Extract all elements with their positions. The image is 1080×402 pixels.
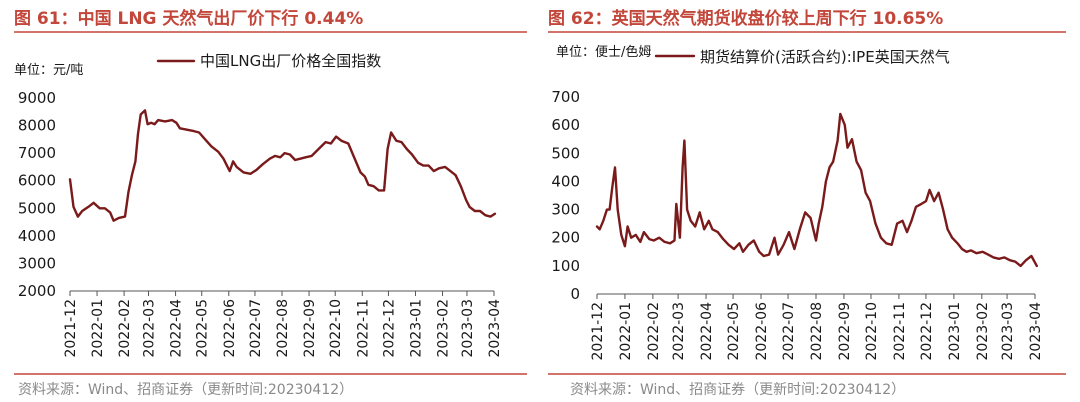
chart-1-y-tick-label: 5000 [18, 199, 56, 217]
chart-2-x-tick-label: 2022-09 [837, 302, 853, 361]
chart-1-x-tick-label: 2022-05 [195, 299, 211, 358]
chart-2-x-tick-label: 2022-06 [754, 302, 770, 361]
chart-1-y-tick-label: 4000 [18, 227, 56, 245]
chart-2-y-tick-label: 100 [551, 257, 580, 275]
chart-2-y-tick-label: 0 [570, 285, 580, 303]
chart-1-source: 资料来源：Wind、招商证券（更新时间:20230412） [18, 382, 353, 398]
chart-1-x-tick-label: 2022-06 [222, 299, 238, 358]
chart-2-x-tick-label: 2022-03 [671, 302, 687, 361]
chart-1-y-tick-label: 9000 [18, 89, 56, 107]
chart-1-x-tick-label: 2023-03 [460, 299, 476, 358]
chart-1-y-tick-label: 8000 [18, 117, 56, 135]
chart-2-y-tick-label: 600 [551, 116, 580, 134]
chart-2-x-tick-label: 2022-08 [809, 302, 825, 361]
chart-1-x-tick-label: 2022-04 [169, 299, 185, 358]
chart-1-legend-label: 中国LNG出厂价格全国指数 [200, 52, 381, 70]
chart-1-x-tick-label: 2023-01 [408, 299, 424, 358]
chart-1-x-tick-label: 2022-08 [275, 299, 291, 358]
chart-1-title: 图 61：中国 LNG 天然气出厂价下行 0.44% [14, 8, 363, 29]
chart-2-x-tick-label: 2023-03 [1000, 302, 1016, 361]
chart-1-plot: 2000 3000 4000 5000 6000 7000 8000 9000 2021-12 2… [18, 89, 503, 358]
chart-1-x-tick-label: 2023-02 [436, 299, 452, 358]
chart-2-y-tick-label: 300 [551, 201, 580, 219]
chart-1-x-tick-label: 2022-09 [302, 299, 318, 358]
chart-1-x-tick-label: 2023-04 [487, 299, 503, 358]
chart-2-x-tick-label: 2021-12 [590, 302, 606, 361]
chart-1-y-tick-label: 3000 [18, 254, 56, 272]
chart-1-y-tick-label: 2000 [18, 282, 56, 300]
chart-2-x-tick-label: 2023-01 [947, 302, 963, 361]
chart-2-x-tick-label: 2022-10 [864, 302, 880, 361]
chart-2-source: 资料来源：Wind、招商证券（更新时间:20230412） [570, 382, 905, 398]
chart-2-x-tick-label: 2022-02 [646, 302, 662, 361]
chart-2-x-tick-label: 2023-04 [1028, 302, 1044, 361]
chart-2-y-tick-label: 200 [551, 229, 580, 247]
chart-2-x-tick-label: 2022-05 [726, 302, 742, 361]
chart-2-x-tick-label: 2022-07 [781, 302, 797, 361]
chart-2-plot: 0 100 200 300 400 500 600 700 2021-12 2022-01 2022… [551, 88, 1044, 361]
chart-2-unit-label: 单位：便士/色姆 [556, 44, 651, 60]
chart-1-x-tick-label: 2022-10 [328, 299, 344, 358]
chart-2-x-tick-label: 2022-01 [618, 302, 634, 361]
chart-2-x-tick-label: 2022-04 [699, 302, 715, 361]
chart-1-unit-label: 单位：元/吨 [14, 63, 83, 78]
chart-2-legend-label: 期货结算价(活跃合约):IPE英国天然气 [700, 48, 950, 66]
chart-2-x-tick-label: 2022-11 [892, 302, 908, 361]
chart-1-x-tick-label: 2022-02 [117, 299, 133, 358]
chart-1-x-tick-label: 2022-11 [355, 299, 371, 358]
chart-2-y-tick-label: 500 [551, 144, 580, 162]
chart-2-x-tick-label: 2023-02 [975, 302, 991, 361]
chart-1-x-tick-label: 2022-01 [90, 299, 106, 358]
chart-2-x-tick-label: 2022-12 [919, 302, 935, 361]
chart-1-x-tick-label: 2022-03 [142, 299, 158, 358]
chart-1-y-tick-label: 6000 [18, 172, 56, 190]
chart-1-y-tick-label: 7000 [18, 144, 56, 162]
chart-1-x-tick-label: 2022-07 [248, 299, 264, 358]
chart-1-x-tick-label: 2021-12 [63, 299, 79, 358]
chart-2-series-line-1 [595, 112, 1038, 268]
chart-1-x-tick-label: 2022-12 [381, 299, 397, 358]
chart-2-y-tick-label: 700 [551, 88, 580, 106]
chart-1-series-line-1 [68, 109, 497, 222]
chart-2-title: 图 62：英国天然气期货收盘价较上周下行 10.65% [548, 8, 943, 29]
chart-2-y-tick-label: 400 [551, 172, 580, 190]
